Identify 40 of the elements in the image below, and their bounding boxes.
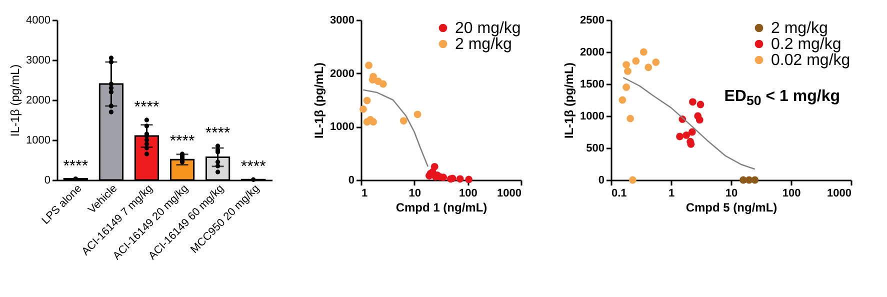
x-tick-label: 1000 [497, 188, 522, 200]
y-axis-title: IL-1β (pg/mL) [562, 62, 576, 138]
legend-label: 0.2 mg/kg [771, 36, 842, 53]
x-tick-label: 1000 [827, 188, 852, 200]
legend-label: 20 mg/kg [455, 20, 521, 37]
y-tick-label: 2000 [26, 94, 50, 106]
y-tick-label: 0 [598, 174, 604, 186]
y-axis-title: IL-1β (pg/mL) [312, 62, 326, 138]
y-tick-label: 3000 [330, 14, 354, 26]
y-tick-label: 1000 [330, 121, 354, 134]
x-tick-label: 10 [725, 188, 738, 200]
y-tick-label: 4000 [26, 14, 50, 26]
y-tick-label: 1000 [26, 134, 50, 146]
x-axis-title: Cmpd 5 (ng/mL) [686, 200, 778, 214]
legend-label: 2 mg/kg [455, 36, 512, 53]
annotation: **** [240, 158, 266, 176]
y-tick-label: 0 [348, 174, 354, 186]
y-axis-title: IL-1β (pg/mL) [8, 64, 22, 137]
legend-label: 0.02 mg/kg [771, 52, 850, 69]
annotation: **** [63, 158, 88, 175]
y-tick-label: 2000 [580, 46, 604, 58]
x-tick-label: 1 [362, 188, 368, 200]
annotation: **** [205, 125, 230, 142]
x-tick-label: 100 [782, 188, 801, 200]
y-tick-label: 2000 [330, 68, 354, 80]
y-tick-label: 500 [586, 142, 604, 154]
y-tick-label: 0 [44, 174, 50, 186]
annotation: **** [170, 133, 195, 150]
annotation: **** [134, 99, 160, 116]
annotation: ED$_{50}$ < 1 mg/kg [724, 88, 840, 108]
y-tick-label: 1000 [580, 110, 604, 122]
y-tick-label: 3000 [26, 54, 50, 66]
legend-label: 2 mg/kg [771, 20, 828, 37]
y-tick-label: 1500 [580, 78, 604, 90]
x-tick-label: 1 [668, 188, 675, 200]
x-axis-title: Cmpd 1 (ng/mL) [396, 200, 488, 214]
y-tick-label: 2500 [580, 14, 604, 26]
x-tick-label: 0.1 [612, 188, 627, 200]
x-tick-label: 10 [408, 188, 421, 200]
x-tick-label: 100 [458, 188, 478, 200]
